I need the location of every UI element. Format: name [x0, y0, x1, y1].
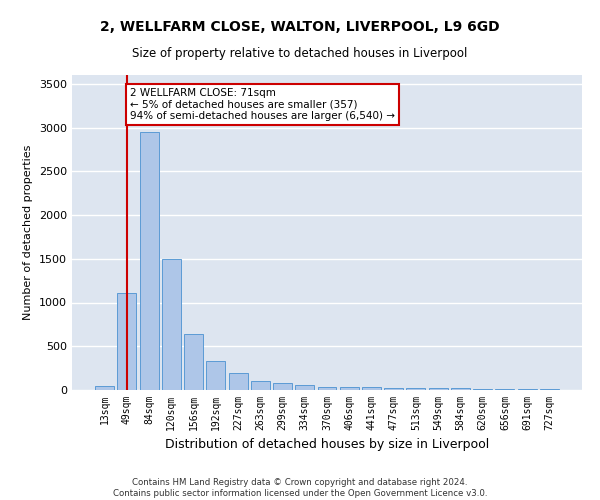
Bar	[162, 259, 181, 390]
Bar	[496, 389, 514, 390]
Bar	[118, 293, 136, 390]
Bar	[451, 388, 470, 390]
Bar	[251, 381, 270, 390]
Bar	[362, 388, 381, 390]
Bar	[384, 388, 403, 390]
Bar	[95, 386, 114, 390]
Bar	[429, 388, 448, 390]
Y-axis label: Number of detached properties: Number of detached properties	[23, 145, 34, 320]
Bar	[184, 334, 203, 390]
Bar	[273, 383, 292, 390]
Bar	[473, 388, 492, 390]
Bar	[518, 389, 536, 390]
Bar	[406, 388, 425, 390]
Bar	[206, 361, 225, 390]
Text: Contains HM Land Registry data © Crown copyright and database right 2024.
Contai: Contains HM Land Registry data © Crown c…	[113, 478, 487, 498]
Text: 2 WELLFARM CLOSE: 71sqm
← 5% of detached houses are smaller (357)
94% of semi-de: 2 WELLFARM CLOSE: 71sqm ← 5% of detached…	[130, 88, 395, 122]
Bar	[140, 132, 158, 390]
X-axis label: Distribution of detached houses by size in Liverpool: Distribution of detached houses by size …	[165, 438, 489, 452]
Text: 2, WELLFARM CLOSE, WALTON, LIVERPOOL, L9 6GD: 2, WELLFARM CLOSE, WALTON, LIVERPOOL, L9…	[100, 20, 500, 34]
Bar	[295, 385, 314, 390]
Bar	[340, 387, 359, 390]
Bar	[229, 373, 248, 390]
Bar	[317, 386, 337, 390]
Text: Size of property relative to detached houses in Liverpool: Size of property relative to detached ho…	[133, 48, 467, 60]
